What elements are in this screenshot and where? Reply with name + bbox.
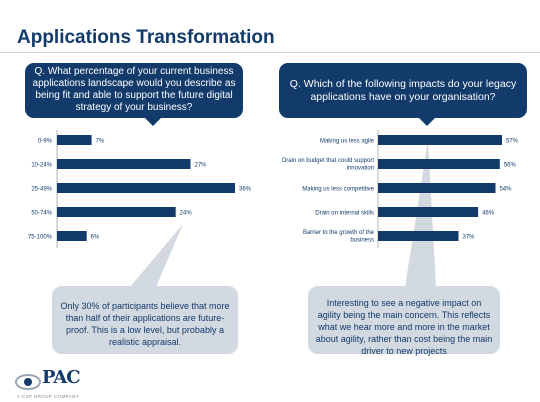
chart-1-value-label: 36% — [239, 187, 252, 193]
chart-1-category-label: 75-100% — [28, 235, 53, 241]
left-insight-text: Only 30% of participants believe that mo… — [60, 301, 230, 347]
left-question-text: Q. What percentage of your current busin… — [32, 66, 236, 113]
left-insight-callout: Only 30% of participants believe that mo… — [52, 286, 238, 354]
chart-2-category-label: Drain on budget that could support innova… — [282, 158, 374, 172]
chart-1-category-label: 50-74% — [31, 211, 52, 217]
chart-1-bar — [57, 159, 191, 169]
left-question-box: Q. What percentage of your current busin… — [25, 63, 243, 126]
chart-2-value-label: 37% — [462, 235, 475, 241]
chart-1-value-label: 24% — [180, 211, 193, 217]
chart-2-value-label: 54% — [499, 187, 512, 193]
right-insight-text: Interesting to see a negative impact on … — [315, 298, 493, 356]
chart-2-category-label: Barrier to the growth of the business — [303, 230, 375, 244]
chart-1-bar — [57, 183, 235, 193]
chart-1-bar — [57, 231, 87, 241]
right-question-box: Q. Which of the following impacts do you… — [279, 63, 527, 126]
chart-2-bar — [378, 231, 459, 241]
page-title: Applications Transformation — [17, 27, 275, 48]
title-divider — [0, 52, 540, 53]
logo-wordmark: PAC — [42, 367, 81, 388]
left-callout-pointer — [130, 224, 183, 287]
chart-2-value-label: 56% — [504, 163, 517, 169]
right-question-pointer — [419, 118, 435, 126]
chart-1-category-label: 10-24% — [31, 163, 52, 169]
chart-1-bar — [57, 135, 92, 145]
chart-2-value-label: 46% — [482, 211, 495, 217]
company-logo-icon — [15, 374, 41, 390]
chart-2-bar — [378, 183, 496, 193]
chart-2-bar — [378, 159, 500, 169]
chart-2-bar — [378, 135, 502, 145]
chart-2-category-label: Drain on internal skills — [315, 211, 374, 217]
chart-2-value-label: 57% — [506, 139, 519, 145]
chart-2-category-label: Making us less agile — [320, 139, 375, 145]
chart-1-category-label: 0-9% — [38, 139, 53, 145]
right-insight-callout: Interesting to see a negative impact on … — [308, 286, 500, 356]
chart-2-category-label: Making us less competitive — [302, 187, 374, 193]
logo-tagline: A CXP GROUP COMPANY — [17, 394, 80, 399]
chart-1-value-label: 27% — [195, 163, 208, 169]
right-question-text: Q. Which of the following impacts do you… — [289, 78, 517, 103]
chart-1-category-label: 25-49% — [31, 187, 52, 193]
chart-2-bar — [378, 207, 479, 217]
chart-1-bar — [57, 207, 176, 217]
left-question-pointer — [145, 118, 161, 126]
chart-1-value-label: 6% — [91, 235, 100, 241]
chart-1-value-label: 7% — [96, 139, 105, 145]
